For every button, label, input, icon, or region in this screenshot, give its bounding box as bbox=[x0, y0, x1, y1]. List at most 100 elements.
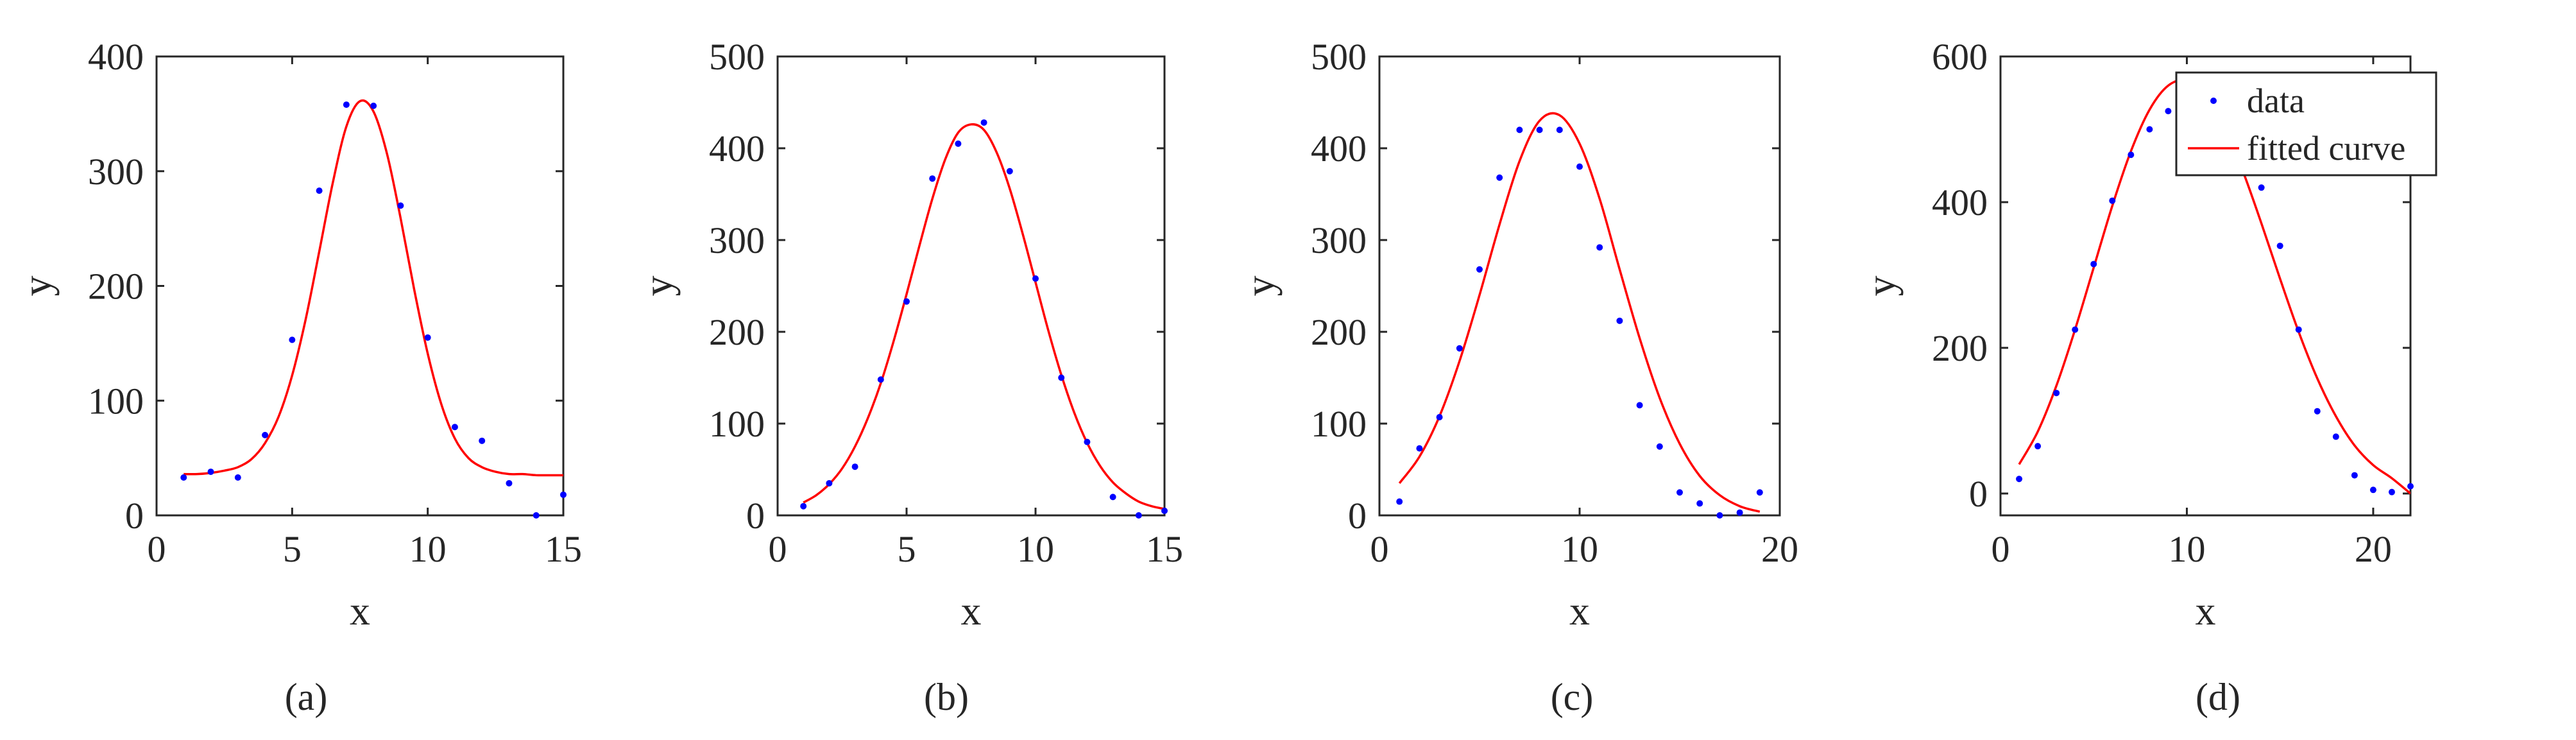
data-point bbox=[2146, 126, 2153, 133]
data-point bbox=[1496, 174, 1503, 181]
data-point bbox=[1456, 345, 1463, 352]
y-tick-label: 500 bbox=[1311, 36, 1367, 78]
x-tick-label: 20 bbox=[1761, 528, 1798, 570]
y-tick-label: 0 bbox=[1969, 473, 1988, 515]
data-point bbox=[800, 503, 807, 510]
data-point bbox=[533, 512, 540, 519]
data-point bbox=[1436, 413, 1443, 420]
y-axis-label: y bbox=[635, 276, 681, 297]
data-point bbox=[1636, 402, 1643, 409]
data-point bbox=[1516, 126, 1523, 133]
y-axis-label: y bbox=[14, 276, 60, 297]
x-tick-label: 0 bbox=[1992, 528, 2010, 570]
y-tick-label: 600 bbox=[1932, 36, 1988, 78]
data-point bbox=[506, 479, 513, 486]
data-point bbox=[479, 437, 486, 444]
panel-a: 0 5 10 15 0 100 200 300 400 x y bbox=[14, 36, 582, 633]
data-point bbox=[2351, 472, 2358, 479]
data-point bbox=[234, 474, 241, 481]
data-point bbox=[1736, 509, 1743, 516]
legend-box bbox=[2175, 71, 2437, 176]
x-tick-label: 10 bbox=[1017, 528, 1054, 570]
x-tick-label: 10 bbox=[2168, 528, 2205, 570]
data-point bbox=[1135, 512, 1142, 519]
x-axis-label: x bbox=[961, 588, 982, 633]
data-point bbox=[1058, 374, 1065, 381]
data-point bbox=[2332, 433, 2339, 440]
y-tick-label: 100 bbox=[88, 380, 144, 422]
y-tick-label: 0 bbox=[125, 495, 144, 537]
x-tick-label: 0 bbox=[148, 528, 166, 570]
data-point bbox=[289, 336, 296, 343]
plot-area bbox=[803, 123, 1164, 510]
data-point bbox=[980, 119, 987, 126]
plot-frame bbox=[1378, 55, 1781, 517]
data-point bbox=[1576, 163, 1583, 170]
y-tick-label: 200 bbox=[1311, 311, 1367, 353]
data-point bbox=[1476, 266, 1483, 273]
data-point bbox=[2090, 261, 2097, 268]
data-point bbox=[1536, 126, 1543, 133]
data-point bbox=[1396, 498, 1403, 505]
x-tick-label: 15 bbox=[545, 528, 582, 570]
data-point bbox=[2388, 488, 2395, 495]
plot-frame bbox=[155, 55, 565, 517]
data-point bbox=[2276, 243, 2283, 250]
data-point bbox=[1416, 445, 1423, 452]
legend-data-label: data bbox=[2247, 82, 2305, 120]
y-tick-label: 200 bbox=[88, 266, 144, 307]
data-point bbox=[1556, 126, 1563, 133]
plot-area bbox=[1398, 112, 1761, 513]
plot-area bbox=[183, 99, 563, 477]
fitted-curve bbox=[1398, 112, 1761, 513]
x-tick-label: 0 bbox=[769, 528, 787, 570]
x-tick-label: 0 bbox=[1370, 528, 1389, 570]
data-point bbox=[851, 463, 858, 470]
data-point bbox=[2072, 326, 2079, 333]
data-point bbox=[2314, 408, 2321, 415]
data-point bbox=[2258, 184, 2265, 191]
y-tick-label: 400 bbox=[88, 36, 144, 78]
y-tick-label: 0 bbox=[1348, 495, 1367, 537]
x-axis-label: x bbox=[2196, 588, 2216, 633]
data-point bbox=[1756, 489, 1763, 496]
panel-caption-b: (b) bbox=[924, 676, 969, 718]
y-tick-label: 100 bbox=[709, 403, 765, 445]
data-point bbox=[877, 376, 884, 383]
data-point bbox=[2295, 326, 2302, 333]
data-point bbox=[1032, 275, 1039, 282]
y-tick-label: 400 bbox=[709, 128, 765, 169]
y-tick-label: 200 bbox=[1932, 327, 1988, 369]
plot-frame bbox=[776, 55, 1166, 517]
data-point bbox=[1109, 494, 1116, 501]
data-point bbox=[424, 334, 431, 341]
fitted-curve bbox=[803, 123, 1164, 510]
data-point bbox=[903, 298, 910, 305]
y-tick-label: 300 bbox=[709, 219, 765, 261]
data-point bbox=[180, 474, 187, 481]
fitted-curve bbox=[183, 99, 563, 477]
data-point bbox=[2369, 486, 2376, 494]
panel-caption-a: (a) bbox=[285, 676, 328, 718]
data-point bbox=[2128, 151, 2135, 159]
data-point bbox=[1616, 317, 1623, 324]
data-point bbox=[929, 175, 936, 182]
data-point bbox=[1656, 443, 1663, 450]
data-point bbox=[397, 202, 404, 209]
y-tick-label: 500 bbox=[709, 36, 765, 78]
data-point bbox=[2407, 483, 2414, 490]
y-tick-label: 400 bbox=[1311, 128, 1367, 169]
y-tick-label: 300 bbox=[1311, 219, 1367, 261]
data-point bbox=[316, 187, 323, 194]
legend-curve-label: fitted curve bbox=[2247, 129, 2405, 168]
data-point bbox=[2016, 476, 2023, 483]
y-tick-label: 100 bbox=[1311, 403, 1367, 445]
x-axis-label: x bbox=[350, 588, 370, 633]
x-tick-label: 20 bbox=[2355, 528, 2392, 570]
data-point bbox=[826, 479, 833, 486]
data-point bbox=[343, 101, 350, 108]
data-point bbox=[1696, 500, 1703, 507]
